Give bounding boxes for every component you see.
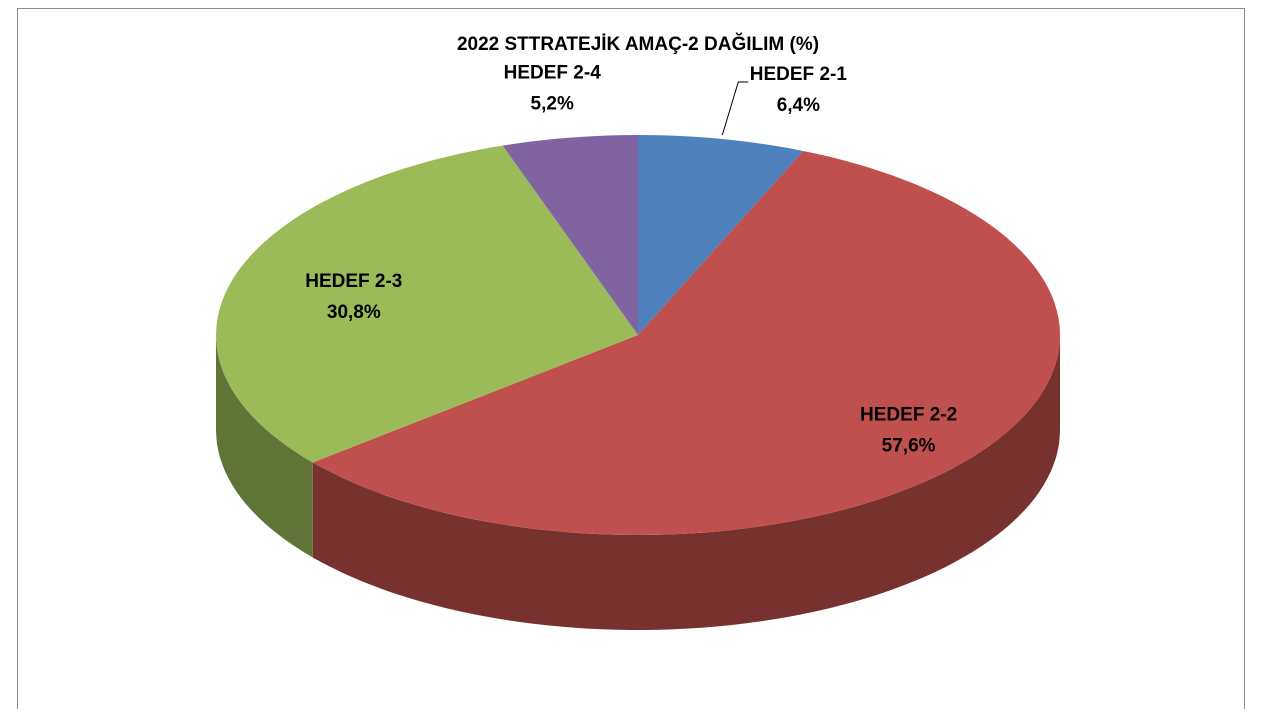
pie-slice	[216, 145, 638, 463]
pie-side	[216, 335, 313, 558]
slice-label: HEDEF 2-2	[860, 405, 957, 426]
slice-value-label: 30,8%	[327, 302, 381, 323]
slice-value-label: 5,2%	[531, 93, 574, 114]
pie-side	[312, 335, 1060, 630]
leader-line	[721, 81, 749, 136]
slice-label: HEDEF 2-3	[305, 271, 402, 292]
pie-slice	[502, 135, 638, 335]
slice-label: HEDEF 2-1	[750, 64, 848, 85]
chart-title: 2022 STTRATEJİK AMAÇ-2 DAĞILIM (%)	[457, 33, 819, 55]
slice-value-label: 57,6%	[882, 436, 936, 457]
pie-slice	[312, 151, 1060, 535]
pie-slice	[638, 135, 804, 335]
slice-value-label: 6,4%	[777, 95, 820, 116]
slice-label: HEDEF 2-4	[504, 62, 602, 83]
